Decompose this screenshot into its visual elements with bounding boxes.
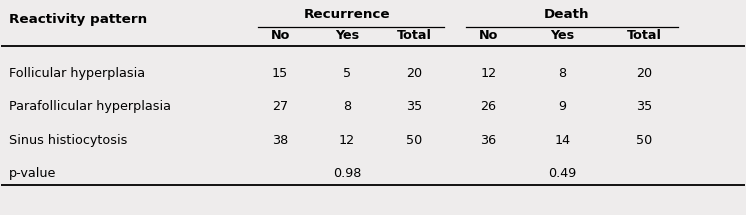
Text: No: No [270, 29, 289, 41]
Text: 20: 20 [406, 67, 422, 80]
Text: Recurrence: Recurrence [304, 8, 390, 21]
Text: Yes: Yes [335, 29, 359, 41]
Text: 12: 12 [339, 134, 355, 147]
Text: p-value: p-value [9, 167, 56, 180]
Text: 8: 8 [343, 100, 351, 113]
Text: 12: 12 [480, 67, 496, 80]
Text: No: No [478, 29, 498, 41]
Text: Total: Total [396, 29, 431, 41]
Text: Parafollicular hyperplasia: Parafollicular hyperplasia [9, 100, 171, 113]
Text: 38: 38 [272, 134, 288, 147]
Text: 0.49: 0.49 [548, 167, 577, 180]
Text: 14: 14 [554, 134, 571, 147]
Text: 27: 27 [272, 100, 288, 113]
Text: Yes: Yes [551, 29, 574, 41]
Text: 9: 9 [559, 100, 566, 113]
Text: 5: 5 [343, 67, 351, 80]
Text: Follicular hyperplasia: Follicular hyperplasia [9, 67, 145, 80]
Text: Death: Death [544, 8, 589, 21]
Text: Total: Total [627, 29, 662, 41]
Text: Reactivity pattern: Reactivity pattern [9, 13, 147, 26]
Text: 36: 36 [480, 134, 496, 147]
Text: 50: 50 [636, 134, 653, 147]
Text: 26: 26 [480, 100, 496, 113]
Text: 20: 20 [636, 67, 652, 80]
Text: 0.98: 0.98 [333, 167, 361, 180]
Text: 35: 35 [636, 100, 653, 113]
Text: 50: 50 [406, 134, 422, 147]
Text: 35: 35 [406, 100, 422, 113]
Text: Sinus histiocytosis: Sinus histiocytosis [9, 134, 128, 147]
Text: 8: 8 [559, 67, 566, 80]
Text: 15: 15 [272, 67, 288, 80]
